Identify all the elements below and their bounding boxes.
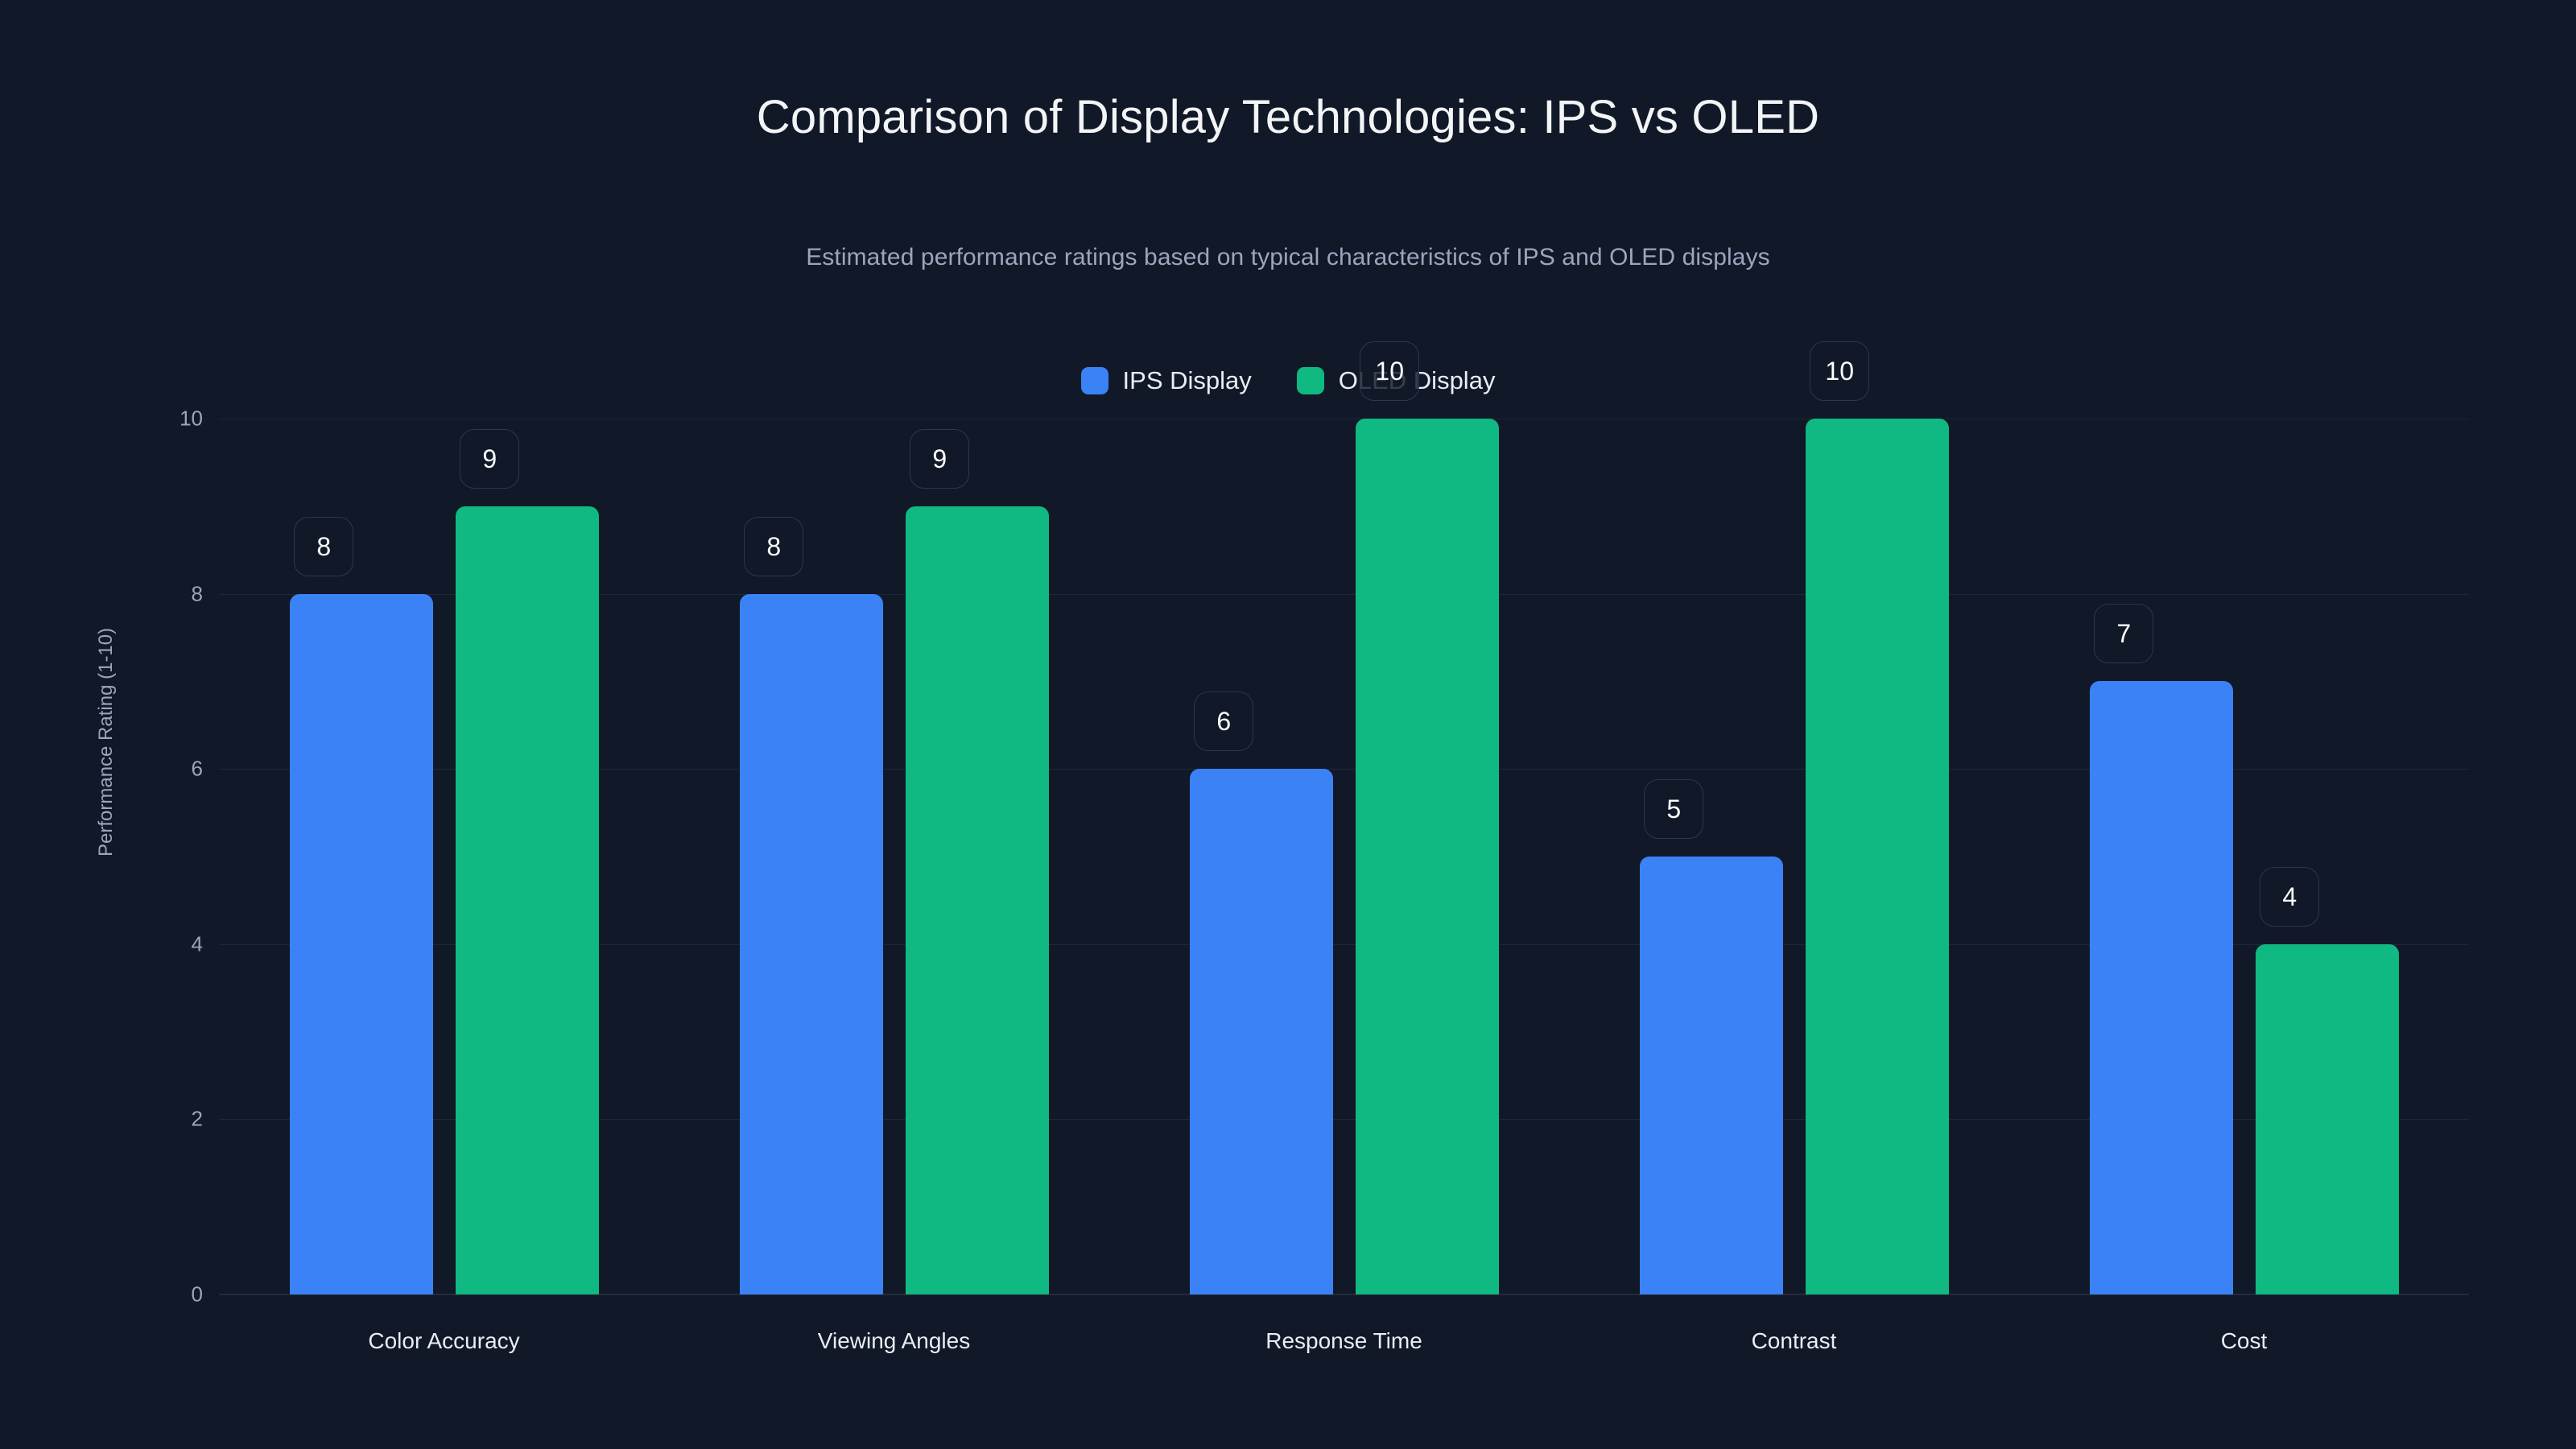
page-title: Comparison of Display Technologies: IPS … <box>756 91 1820 143</box>
bar[interactable] <box>1805 419 1949 1294</box>
y-axis-tick-label: 10 <box>180 406 203 431</box>
bar[interactable] <box>905 506 1049 1294</box>
page-subtitle: Estimated performance ratings based on t… <box>806 244 1770 270</box>
legend-item-label: IPS Display <box>1122 366 1252 394</box>
bar-value-label: 6 <box>1194 691 1254 752</box>
y-axis-tick-label: 8 <box>191 581 203 606</box>
grid-line <box>219 769 2469 770</box>
bar[interactable] <box>1639 857 1783 1294</box>
y-axis-tick-label: 4 <box>191 931 203 956</box>
bar-value-label: 9 <box>460 428 520 489</box>
square-swatch-icon <box>1080 367 1108 394</box>
square-swatch-icon <box>1296 367 1324 394</box>
bar-value-label: 5 <box>1644 779 1704 839</box>
y-axis-tick-label: 0 <box>191 1282 203 1307</box>
bar-value-label: 7 <box>2094 604 2154 664</box>
y-axis-title: Performance Rating (1-10) <box>95 627 117 857</box>
x-axis-tick-label: Contrast <box>1751 1328 1837 1353</box>
bar[interactable] <box>455 506 599 1294</box>
y-axis-tick-label: 2 <box>191 1106 203 1131</box>
bar[interactable] <box>289 593 433 1294</box>
y-axis-tick-label: 6 <box>191 756 203 781</box>
bar-value-label: 8 <box>744 516 804 576</box>
bar-value-label: 9 <box>910 428 970 489</box>
x-axis-baseline <box>219 1294 2469 1295</box>
bar[interactable] <box>1189 769 1333 1294</box>
legend-item[interactable]: IPS Display <box>1080 366 1252 395</box>
chart-legend: IPS DisplayOLED Display <box>0 366 2576 395</box>
bar[interactable] <box>1355 419 1499 1294</box>
grid-line <box>219 1119 2469 1121</box>
bar[interactable] <box>2255 943 2399 1294</box>
bar-value-label: 4 <box>2260 866 2320 927</box>
plot-area <box>219 419 2469 1295</box>
bar-value-label: 8 <box>294 516 354 576</box>
bar-value-label: 10 <box>1810 341 1870 401</box>
bar-value-label: 10 <box>1360 341 1420 401</box>
grid-line <box>219 943 2469 945</box>
x-axis-tick-label: Color Accuracy <box>368 1328 520 1353</box>
x-axis-tick-label: Response Time <box>1265 1328 1422 1353</box>
bar[interactable] <box>2089 681 2233 1294</box>
x-axis-tick-label: Cost <box>2220 1328 2268 1353</box>
x-axis-tick-label: Viewing Angles <box>817 1328 971 1353</box>
bar[interactable] <box>739 593 883 1294</box>
grid-line <box>219 593 2469 595</box>
